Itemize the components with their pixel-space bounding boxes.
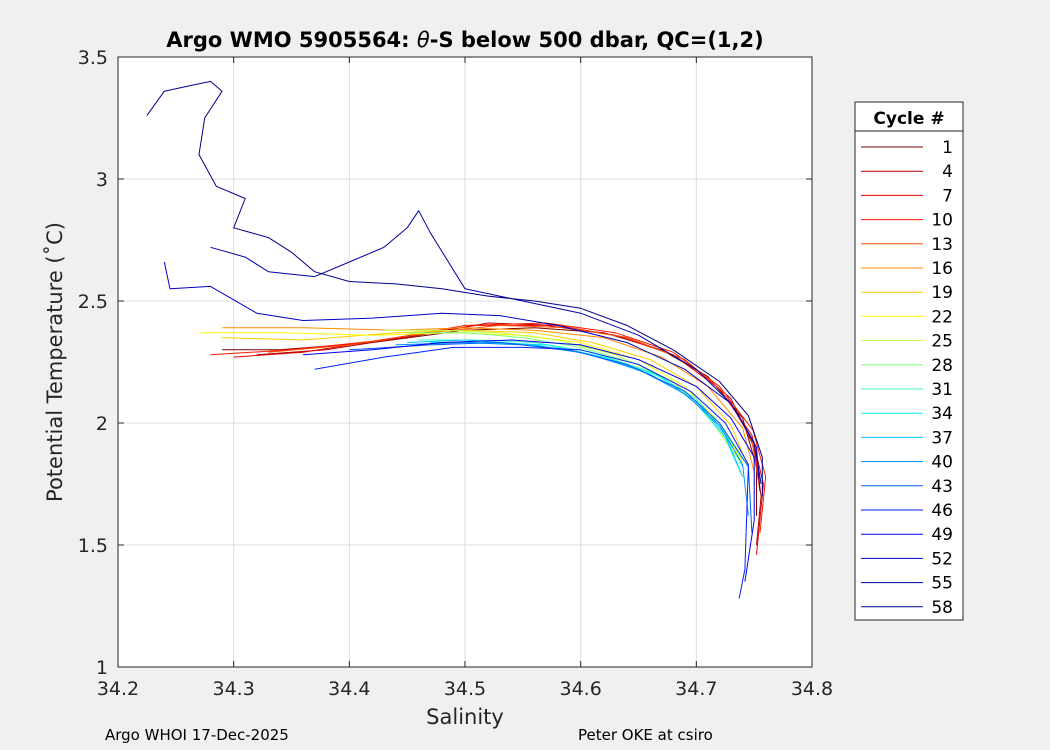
profile-line-cycle-52 xyxy=(163,261,761,492)
x-tick-label: 34.4 xyxy=(328,678,370,700)
legend-label: 25 xyxy=(931,332,953,352)
profile-curves xyxy=(146,80,767,599)
profile-line-cycle-58 xyxy=(146,80,763,497)
legend-label: 46 xyxy=(931,501,953,521)
y-tick-label: 1.5 xyxy=(78,535,108,557)
legend-entries: 1 4 7 10 13 16 19 22 25 28 31 34 37 40 43 46 49 52 55 58 xyxy=(861,138,953,618)
x-tick-label: 34.8 xyxy=(791,678,833,700)
y-axis-label: Potential Temperature (˚C) xyxy=(43,222,67,502)
axis-ticks: 34.2 34.3 34.4 34.5 34.6 34.7 34.8 1 1.5 2 2.5 3 3.5 xyxy=(78,47,833,700)
y-tick-label: 3.5 xyxy=(78,47,108,69)
x-tick-label: 34.5 xyxy=(444,678,486,700)
profile-line-cycle-19 xyxy=(222,329,749,468)
y-tick-label: 2 xyxy=(96,413,108,435)
profile-line-cycle-43 xyxy=(349,342,753,533)
legend-label: 55 xyxy=(931,574,953,594)
legend-label: 43 xyxy=(931,477,953,497)
legend-label: 31 xyxy=(931,380,953,400)
x-tick-label: 34.3 xyxy=(213,678,255,700)
profile-line-cycle-10 xyxy=(210,322,767,533)
legend-label: 58 xyxy=(931,598,953,618)
legend-label: 52 xyxy=(931,549,953,569)
x-tick-label: 34.2 xyxy=(97,678,139,700)
legend-label: 7 xyxy=(942,186,953,206)
y-tick-label: 3 xyxy=(96,169,108,191)
x-tick-label: 34.6 xyxy=(560,678,602,700)
y-tick-label: 2.5 xyxy=(78,291,108,313)
legend-label: 49 xyxy=(931,525,953,545)
profile-line-cycle-55 xyxy=(210,210,762,485)
x-tick-label: 34.7 xyxy=(675,678,717,700)
legend: Cycle # 1 4 7 10 13 16 19 22 25 28 31 34 37 40 43 46 49 5… xyxy=(854,101,964,621)
legend-box xyxy=(854,101,964,621)
legend-label: 22 xyxy=(931,307,953,327)
legend-title: Cycle # xyxy=(873,109,944,129)
legend-label: 37 xyxy=(931,428,953,448)
footer-left-text: Argo WHOI 17-Dec-2025 xyxy=(105,726,289,744)
legend-label: 28 xyxy=(931,356,953,376)
footer-right-text: Peter OKE at csiro xyxy=(578,726,713,744)
legend-label: 16 xyxy=(931,259,953,279)
profile-line-cycle-46 xyxy=(314,346,749,599)
y-tick-label: 1 xyxy=(96,657,108,679)
legend-label: 34 xyxy=(931,404,953,424)
legend-label: 40 xyxy=(931,453,953,473)
legend-label: 10 xyxy=(931,211,953,231)
legend-label: 1 xyxy=(942,138,953,158)
profile-line-cycle-16 xyxy=(222,327,755,472)
legend-label: 13 xyxy=(931,235,953,255)
legend-label: 4 xyxy=(942,162,953,182)
x-axis-label: Salinity xyxy=(426,705,504,729)
legend-label: 19 xyxy=(931,283,953,303)
profile-line-cycle-49 xyxy=(303,339,755,582)
chart-title: Argo WMO 5905564: θ-S below 500 dbar, QC… xyxy=(166,28,763,52)
